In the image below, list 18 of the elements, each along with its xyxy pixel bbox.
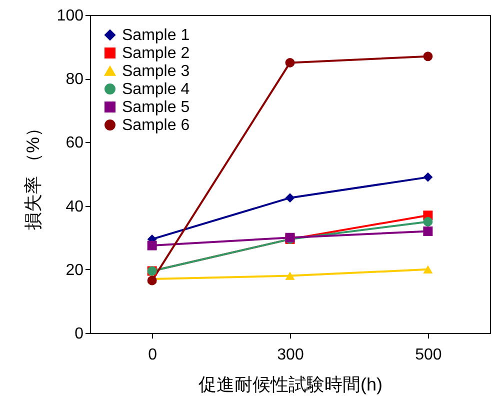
point bbox=[423, 226, 433, 236]
y-tick-label: 0 bbox=[74, 326, 84, 342]
legend-label: Sample 2 bbox=[122, 45, 190, 62]
x-axis-title: 促進耐候性試験時間(h) bbox=[198, 374, 382, 394]
y-axis-title: 損失率 （%） bbox=[22, 118, 43, 230]
y-tick-label: 100 bbox=[56, 8, 84, 24]
x-tick-label: 500 bbox=[415, 346, 442, 364]
y-tick-label: 40 bbox=[66, 198, 84, 216]
y-tick-label: 80 bbox=[66, 71, 84, 88]
legend-label: Sample 4 bbox=[122, 81, 190, 98]
y-tick-label: 20 bbox=[66, 262, 84, 279]
x-tick-label: 0 bbox=[148, 346, 158, 364]
legend-label: Sample 3 bbox=[122, 63, 190, 80]
legend-label: Sample 1 bbox=[122, 27, 190, 44]
y-tick-label: 60 bbox=[66, 134, 84, 152]
legend-label: Sample 5 bbox=[122, 99, 190, 116]
x-tick-label: 300 bbox=[277, 346, 304, 364]
legend-label: Sample 6 bbox=[122, 117, 190, 134]
